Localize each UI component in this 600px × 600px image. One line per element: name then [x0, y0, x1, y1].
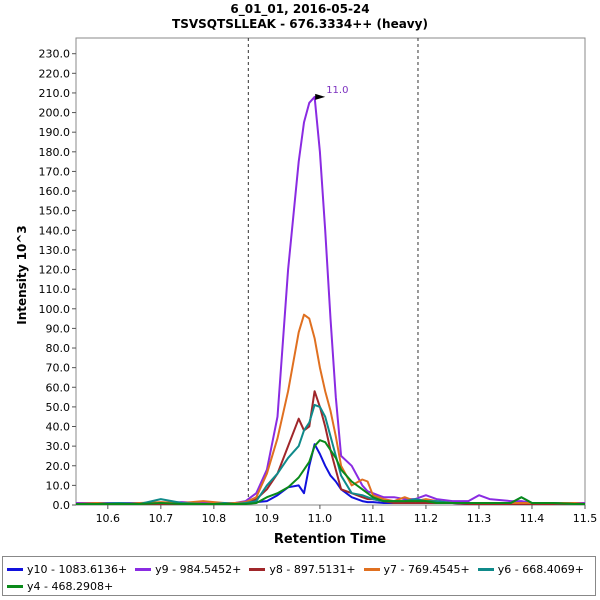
legend-item: y6 - 668.4069+: [477, 561, 584, 578]
legend-swatch: [249, 568, 266, 571]
y-axis-ticks: 0.0 10.0 20.0 30.0 40.0 50.0 60.0 70.0 80.0 90.0 1…: [39, 48, 76, 512]
y-tick-label: 170.0: [39, 165, 71, 178]
y-tick-label: 210.0: [39, 87, 71, 100]
y-tick-label: 200.0: [39, 107, 71, 120]
y-tick-label: 120.0: [39, 264, 71, 277]
peak-label: 11.0: [326, 85, 348, 96]
y-tick-label: 20.0: [46, 460, 71, 473]
series-lines: [75, 95, 586, 505]
legend-swatch: [363, 568, 380, 571]
y-tick-label: 190.0: [39, 126, 71, 139]
legend-label: y7 - 769.4545+: [383, 563, 470, 576]
y-tick-label: 220.0: [39, 67, 71, 80]
chart-subtitle-line: TSVSQTSLLEAK - 676.3334++ (heavy): [172, 17, 428, 31]
chart-title: 6_01_01, 2016-05-24 TSVSQTSLLEAK - 676.3…: [0, 2, 600, 32]
chart-title-line: 6_01_01, 2016-05-24: [230, 2, 370, 16]
chart-plot: 0.0 10.0 20.0 30.0 40.0 50.0 60.0 70.0 80.0 90.0 1…: [15, 37, 598, 547]
x-tick-label: 11.4: [520, 512, 545, 525]
y-axis-label: Intensity 10^3: [15, 225, 29, 325]
y-tick-label: 60.0: [46, 381, 71, 394]
legend-swatch: [135, 568, 152, 571]
legend-label: y10 - 1083.6136+: [27, 563, 128, 576]
x-axis-ticks: 10.6 10.7 10.8 10.9 11.0 11.1 11.2 11.3 11.4 11.5: [96, 505, 598, 525]
legend-label: y8 - 897.5131+: [269, 563, 356, 576]
y-tick-label: 50.0: [46, 401, 71, 414]
y-tick-label: 130.0: [39, 244, 71, 257]
x-tick-label: 11.3: [467, 512, 492, 525]
y-tick-label: 90.0: [46, 322, 71, 335]
legend-swatch: [7, 568, 23, 571]
series-line-y4: [76, 439, 585, 505]
legend-swatch: [477, 568, 494, 571]
legend-item: y10 - 1083.6136+: [7, 561, 127, 578]
legend-label: y6 - 668.4069+: [497, 563, 584, 576]
x-tick-label: 10.9: [255, 512, 280, 525]
y-tick-label: 80.0: [46, 342, 71, 355]
y-tick-label: 150.0: [39, 205, 71, 218]
legend-swatch: [7, 585, 23, 588]
y-tick-label: 230.0: [39, 48, 71, 61]
legend-item: y9 - 984.5452+: [135, 561, 241, 578]
legend-item: y4 - 468.2908+: [7, 578, 113, 595]
y-tick-label: 180.0: [39, 146, 71, 159]
y-tick-label: 100.0: [39, 303, 71, 316]
y-tick-label: 10.0: [46, 479, 71, 492]
y-tick-label: 40.0: [46, 421, 71, 434]
y-tick-label: 140.0: [39, 224, 71, 237]
x-axis-label: Retention Time: [274, 532, 386, 547]
y-tick-label: 110.0: [39, 283, 71, 296]
legend-item: y8 - 897.5131+: [249, 561, 356, 578]
x-tick-label: 11.2: [414, 512, 439, 525]
chart-legend: y10 - 1083.6136+ y9 - 984.5452+ y8 - 897.5…: [2, 556, 596, 596]
x-tick-label: 11.5: [573, 512, 598, 525]
y-tick-label: 30.0: [46, 440, 71, 453]
plot-frame: [75, 37, 586, 506]
peak-marker-icon: [315, 93, 326, 100]
legend-item: y7 - 769.4545+: [363, 561, 470, 578]
x-tick-label: 10.8: [202, 512, 227, 525]
legend-label: y4 - 468.2908+: [27, 580, 114, 593]
legend-label: y9 - 984.5452+: [155, 563, 242, 576]
y-tick-label: 0.0: [53, 499, 71, 512]
x-tick-label: 11.0: [308, 512, 333, 525]
y-tick-label: 160.0: [39, 185, 71, 198]
x-tick-label: 10.7: [149, 512, 174, 525]
x-tick-label: 11.1: [361, 512, 386, 525]
peak-annotation: 11.0: [315, 85, 348, 100]
y-tick-label: 70.0: [46, 362, 71, 375]
x-tick-label: 10.6: [96, 512, 121, 525]
